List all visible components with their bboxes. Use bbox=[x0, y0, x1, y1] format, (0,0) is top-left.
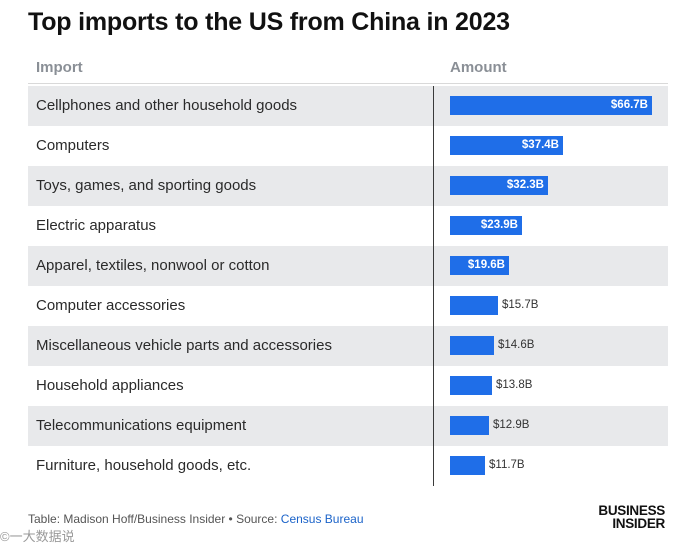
source-link[interactable]: Census Bureau bbox=[280, 512, 364, 526]
row-import-label: Furniture, household goods, etc. bbox=[36, 457, 252, 474]
amount-value-label: $14.6B bbox=[498, 339, 535, 351]
amount-bar: $19.6B bbox=[450, 256, 509, 275]
amount-value-label: $32.3B bbox=[506, 179, 544, 191]
amount-value-label: $66.7B bbox=[610, 99, 648, 111]
amount-bar bbox=[450, 376, 492, 395]
chart-title: Top imports to the US from China in 2023 bbox=[28, 8, 510, 36]
header-divider bbox=[28, 83, 668, 84]
amount-value-label: $15.7B bbox=[502, 299, 539, 311]
row-import-label: Toys, games, and sporting goods bbox=[36, 177, 257, 194]
bar-axis-line bbox=[433, 86, 434, 486]
amount-bar: $66.7B bbox=[450, 96, 652, 115]
amount-bar: $23.9B bbox=[450, 216, 522, 235]
amount-value-label: $11.7B bbox=[489, 459, 525, 471]
row-import-label: Apparel, textiles, nonwool or cotton bbox=[36, 257, 270, 274]
row-import-label: Miscellaneous vehicle parts and accessor… bbox=[36, 337, 332, 354]
logo-line-1: BUSINESS bbox=[598, 503, 665, 518]
amount-bar bbox=[450, 296, 498, 315]
table-row: Apparel, textiles, nonwool or cotton $19.… bbox=[28, 246, 668, 286]
row-import-label: Electric apparatus bbox=[36, 217, 157, 234]
amount-value-label: $12.9B bbox=[493, 419, 530, 431]
table-row: Computers $37.4B bbox=[28, 126, 668, 166]
table-row: Electric apparatus $23.9B bbox=[28, 206, 668, 246]
amount-value-label: $23.9B bbox=[480, 219, 518, 231]
table-row: Household appliances $13.8B bbox=[28, 366, 668, 406]
table-body: Cellphones and other household goods $66.… bbox=[28, 86, 668, 486]
row-import-label: Household appliances bbox=[36, 377, 184, 394]
row-import-label: Telecommunications equipment bbox=[36, 417, 247, 434]
row-import-label: Cellphones and other household goods bbox=[36, 97, 298, 114]
table-row: Miscellaneous vehicle parts and accessor… bbox=[28, 326, 668, 366]
amount-bar: $37.4B bbox=[450, 136, 563, 155]
table-row: Cellphones and other household goods $66.… bbox=[28, 86, 668, 126]
table-row: Telecommunications equipment $12.9B bbox=[28, 406, 668, 446]
column-header-amount: Amount bbox=[450, 59, 507, 76]
table-row: Furniture, household goods, etc. $11.7B bbox=[28, 446, 668, 486]
table-row: Toys, games, and sporting goods $32.3B bbox=[28, 166, 668, 206]
amount-bar bbox=[450, 416, 489, 435]
table-row: Computer accessories $15.7B bbox=[28, 286, 668, 326]
amount-value-label: $13.8B bbox=[496, 379, 533, 391]
logo-line-2: INSIDER bbox=[612, 516, 665, 531]
watermark: ©一大数据说 bbox=[0, 529, 75, 544]
amount-value-label: $19.6B bbox=[467, 259, 505, 271]
credit-text: Table: Madison Hoff/Business Insider • S… bbox=[28, 512, 281, 526]
amount-bar bbox=[450, 456, 485, 475]
amount-bar bbox=[450, 336, 494, 355]
amount-bar: $32.3B bbox=[450, 176, 548, 195]
row-import-label: Computer accessories bbox=[36, 297, 186, 314]
business-insider-logo: BUSINESS INSIDER bbox=[598, 503, 665, 531]
amount-value-label: $37.4B bbox=[521, 139, 559, 151]
column-header-import: Import bbox=[36, 59, 83, 76]
footer-credit: Table: Madison Hoff/Business Insider • S… bbox=[28, 512, 364, 526]
row-import-label: Computers bbox=[36, 137, 110, 154]
